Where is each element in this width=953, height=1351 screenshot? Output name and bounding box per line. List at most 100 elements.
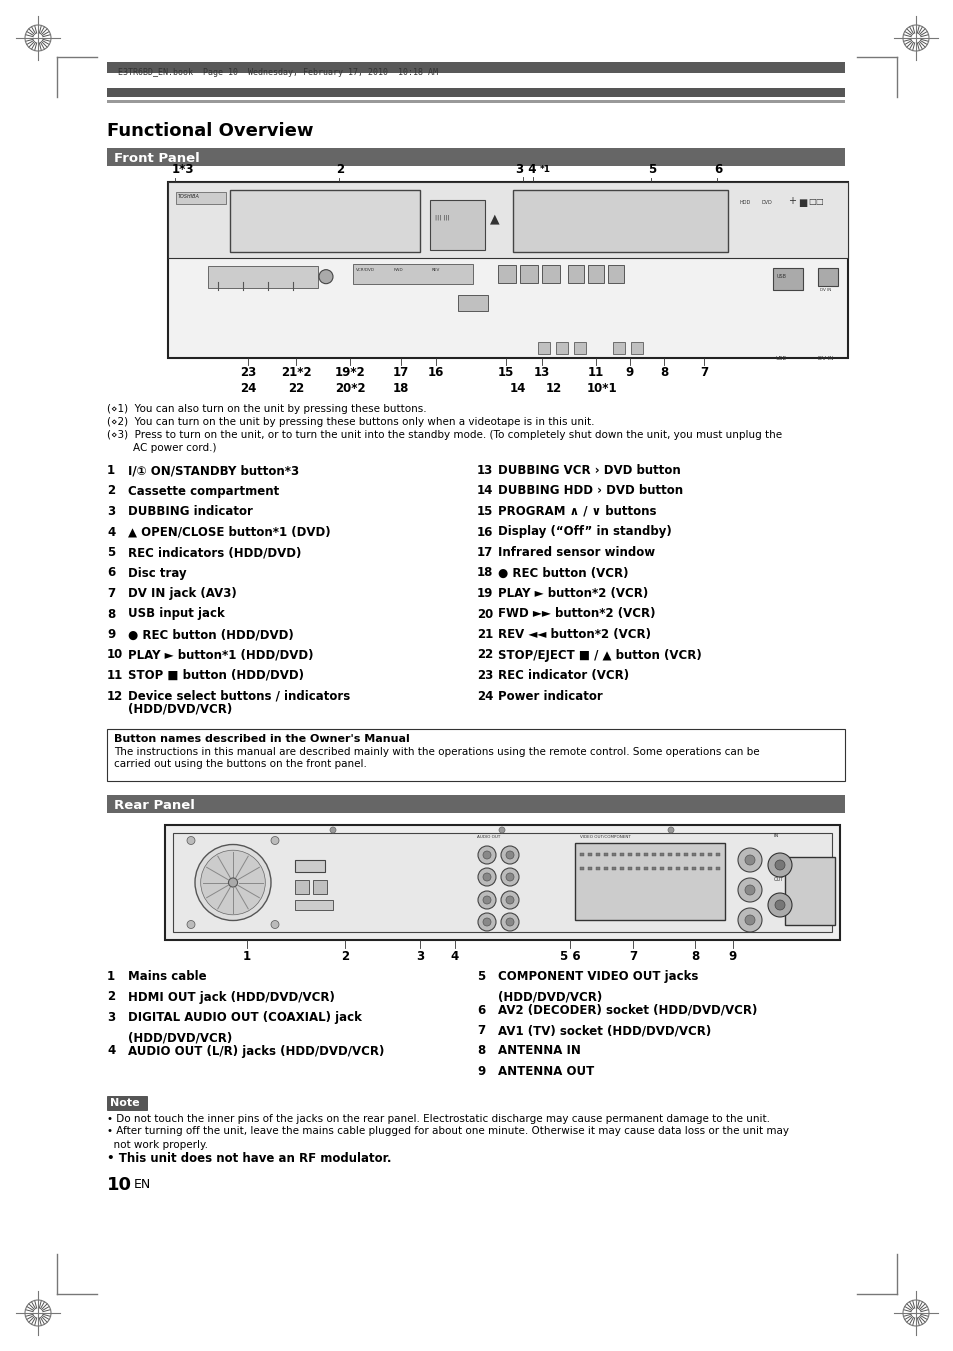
Text: DIGITAL AUDIO OUT (COAXIAL) jack: DIGITAL AUDIO OUT (COAXIAL) jack — [128, 1011, 361, 1024]
Bar — [107, 62, 844, 73]
Bar — [537, 342, 550, 354]
Text: PLAY ► button*1 (HDD/DVD): PLAY ► button*1 (HDD/DVD) — [128, 648, 314, 662]
Text: *1: *1 — [539, 165, 551, 174]
Text: 24: 24 — [476, 689, 493, 703]
Text: 7: 7 — [628, 950, 637, 963]
Text: ANTENNA OUT: ANTENNA OUT — [497, 1065, 594, 1078]
Text: DVD: DVD — [761, 200, 772, 205]
Circle shape — [744, 915, 754, 925]
Text: 23: 23 — [239, 366, 255, 380]
Text: REV ◄◄ button*2 (VCR): REV ◄◄ button*2 (VCR) — [497, 628, 650, 640]
Circle shape — [505, 917, 514, 925]
Text: 22: 22 — [288, 382, 304, 394]
Bar — [457, 295, 488, 311]
Bar — [587, 852, 592, 857]
Text: DUBBING indicator: DUBBING indicator — [128, 505, 253, 517]
Text: (HDD/DVD/VCR): (HDD/DVD/VCR) — [497, 990, 601, 1004]
Bar — [208, 266, 317, 288]
Text: 15: 15 — [497, 366, 514, 380]
Text: VCR/DVD: VCR/DVD — [355, 267, 375, 272]
Bar — [107, 100, 844, 103]
Text: 13: 13 — [476, 463, 493, 477]
Text: 4: 4 — [107, 1044, 115, 1058]
Text: EN: EN — [133, 1178, 152, 1190]
Circle shape — [477, 892, 496, 909]
Text: not work properly.: not work properly. — [107, 1139, 208, 1150]
Bar — [313, 880, 327, 894]
Circle shape — [228, 878, 237, 888]
Bar — [659, 852, 663, 857]
Circle shape — [194, 844, 271, 920]
Text: 2: 2 — [340, 950, 349, 963]
Text: +: + — [787, 196, 795, 205]
Text: DV IN jack (AV3): DV IN jack (AV3) — [128, 586, 236, 600]
Bar — [627, 867, 631, 870]
Bar — [691, 852, 696, 857]
Text: DUBBING HDD › DVD button: DUBBING HDD › DVD button — [497, 485, 682, 497]
Text: 16: 16 — [476, 526, 493, 539]
Text: DV IN: DV IN — [820, 288, 830, 292]
Circle shape — [200, 850, 265, 915]
Text: 3 4: 3 4 — [516, 163, 536, 176]
Bar — [667, 852, 671, 857]
Text: 18: 18 — [476, 566, 493, 580]
Text: 9: 9 — [625, 366, 634, 380]
Bar — [430, 200, 484, 250]
Text: 7: 7 — [107, 586, 115, 600]
Text: AUDIO OUT (L/R) jacks (HDD/DVD/VCR): AUDIO OUT (L/R) jacks (HDD/DVD/VCR) — [128, 1044, 384, 1058]
Text: 6: 6 — [107, 566, 115, 580]
Text: 21*2: 21*2 — [280, 366, 311, 380]
Bar — [619, 867, 623, 870]
Bar — [497, 265, 516, 282]
Text: Button names described in the Owner's Manual: Button names described in the Owner's Ma… — [113, 734, 410, 744]
Circle shape — [482, 896, 491, 904]
Text: carried out using the buttons on the front panel.: carried out using the buttons on the fro… — [113, 759, 367, 769]
Bar — [513, 190, 727, 251]
Bar — [107, 88, 844, 97]
Text: 4: 4 — [451, 950, 458, 963]
Text: REC indicators (HDD/DVD): REC indicators (HDD/DVD) — [128, 546, 301, 559]
Text: 2: 2 — [107, 990, 115, 1004]
Text: COMPONENT VIDEO OUT jacks: COMPONENT VIDEO OUT jacks — [497, 970, 698, 984]
Circle shape — [477, 867, 496, 886]
Bar — [636, 852, 639, 857]
Text: 9: 9 — [728, 950, 737, 963]
Bar — [707, 852, 711, 857]
Text: 10*1: 10*1 — [586, 382, 617, 394]
Text: 12: 12 — [545, 382, 561, 394]
Text: (HDD/DVD/VCR): (HDD/DVD/VCR) — [128, 1032, 232, 1044]
Text: TOSHIBA: TOSHIBA — [178, 195, 200, 199]
Circle shape — [500, 913, 518, 931]
Text: HDMI OUT jack (HDD/DVD/VCR): HDMI OUT jack (HDD/DVD/VCR) — [128, 990, 335, 1004]
Bar — [107, 1096, 147, 1109]
Text: USB: USB — [776, 274, 786, 278]
Text: ||| |||: ||| ||| — [435, 213, 449, 219]
Text: ■: ■ — [797, 199, 806, 208]
Text: 17: 17 — [476, 546, 493, 559]
Bar — [659, 867, 663, 870]
Circle shape — [774, 861, 784, 870]
Bar — [603, 867, 607, 870]
Text: 12: 12 — [107, 689, 123, 703]
Text: 24: 24 — [239, 382, 256, 394]
Text: STOP/EJECT ■ / ▲ button (VCR): STOP/EJECT ■ / ▲ button (VCR) — [497, 648, 701, 662]
Text: Infrared sensor window: Infrared sensor window — [497, 546, 655, 559]
Circle shape — [500, 892, 518, 909]
Text: AV1 (TV) socket (HDD/DVD/VCR): AV1 (TV) socket (HDD/DVD/VCR) — [497, 1024, 711, 1038]
Text: 9: 9 — [107, 628, 115, 640]
Bar — [172, 834, 831, 932]
Bar — [107, 794, 844, 813]
Bar — [716, 852, 720, 857]
Circle shape — [500, 867, 518, 886]
Circle shape — [774, 900, 784, 911]
Text: PLAY ► button*2 (VCR): PLAY ► button*2 (VCR) — [497, 586, 648, 600]
Bar — [651, 852, 656, 857]
Circle shape — [738, 848, 761, 871]
Circle shape — [767, 893, 791, 917]
Text: STOP ■ button (HDD/DVD): STOP ■ button (HDD/DVD) — [128, 669, 304, 682]
Text: 23: 23 — [476, 669, 493, 682]
Text: The instructions in this manual are described mainly with the operations using t: The instructions in this manual are desc… — [113, 747, 759, 757]
Bar — [817, 267, 837, 285]
Circle shape — [738, 878, 761, 902]
Text: 20*2: 20*2 — [335, 382, 365, 394]
